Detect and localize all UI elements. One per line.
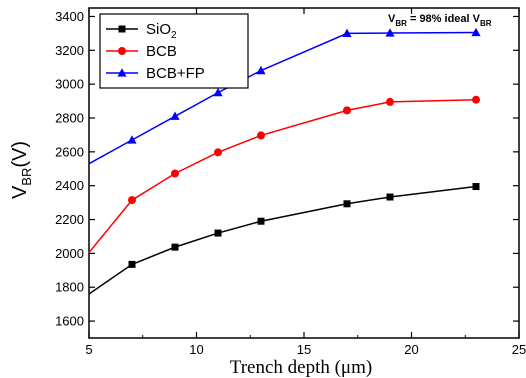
data-point-bcb-fp — [471, 27, 481, 37]
data-point-sio2 — [171, 243, 179, 251]
data-point-bcb-fp — [256, 65, 266, 75]
y-axis-title: VBR(V) — [9, 141, 34, 199]
y-tick-label: 2600 — [55, 144, 84, 159]
legend-marker-bcb-fp — [117, 68, 127, 77]
data-point-sio2 — [386, 193, 394, 201]
data-point-bcb — [257, 131, 265, 140]
legend-marker-bcb — [118, 47, 126, 55]
legend-label-bcb: BCB — [146, 43, 177, 60]
series-line-sio2 — [88, 185, 477, 295]
x-axis-title: Trench depth (μm) — [230, 357, 372, 378]
legend-label-bcb-fp: BCB+FP — [146, 65, 205, 82]
axes: 5 10 15 20 25 1600 1800 2000 2200 2400 2600 2800 300… — [55, 8, 526, 357]
x-tick-label: 20 — [404, 342, 418, 357]
legend-item-bcb: BCB — [106, 43, 177, 60]
data-point-bcb — [128, 196, 136, 205]
y-tick-label: 3400 — [55, 9, 84, 24]
data-point-bcb-fp — [342, 28, 352, 37]
y-tick-label: 3000 — [55, 77, 84, 92]
series-line-bcb — [88, 98, 477, 254]
data-point-bcb — [343, 106, 351, 115]
legend-item-sio2: SiO2 — [106, 21, 177, 41]
data-point-bcb-fp — [385, 28, 395, 37]
legend: SiO2 BCB BCB+FP — [99, 13, 249, 89]
data-point-sio2 — [472, 183, 480, 191]
data-point-sio2 — [257, 217, 265, 225]
legend-label-sio2: SiO2 — [146, 21, 177, 41]
series-sio2 — [88, 183, 480, 295]
x-tick-label: 15 — [297, 342, 311, 357]
data-point-bcb — [386, 97, 394, 106]
legend-marker-sio2 — [118, 25, 126, 33]
data-point-sio2 — [343, 200, 351, 208]
x-tick-label: 10 — [189, 342, 203, 357]
vbr-annotation: VBR = 98% ideal VBR — [388, 13, 492, 28]
series-layer — [88, 27, 481, 295]
data-point-bcb-fp — [213, 87, 223, 97]
y-tick-label: 1800 — [55, 280, 84, 295]
y-tick-label: 3200 — [55, 43, 84, 58]
y-tick-label: 1600 — [55, 314, 84, 329]
y-tick-label: 2000 — [55, 246, 84, 261]
y-tick-label: 2400 — [55, 178, 84, 193]
data-point-bcb-fp — [127, 135, 137, 144]
data-point-bcb — [171, 169, 179, 178]
data-point-bcb — [472, 95, 480, 104]
series-bcb — [88, 95, 480, 254]
x-tick-label: 5 — [85, 342, 92, 357]
data-point-bcb-fp — [170, 111, 180, 120]
data-point-sio2 — [214, 229, 222, 237]
x-tick-label: 25 — [512, 342, 526, 357]
data-point-bcb — [214, 148, 222, 157]
y-tick-label: 2800 — [55, 111, 84, 126]
y-tick-label: 2200 — [55, 212, 84, 227]
legend-item-bcb-fp: BCB+FP — [106, 65, 205, 82]
data-point-sio2 — [128, 260, 136, 268]
